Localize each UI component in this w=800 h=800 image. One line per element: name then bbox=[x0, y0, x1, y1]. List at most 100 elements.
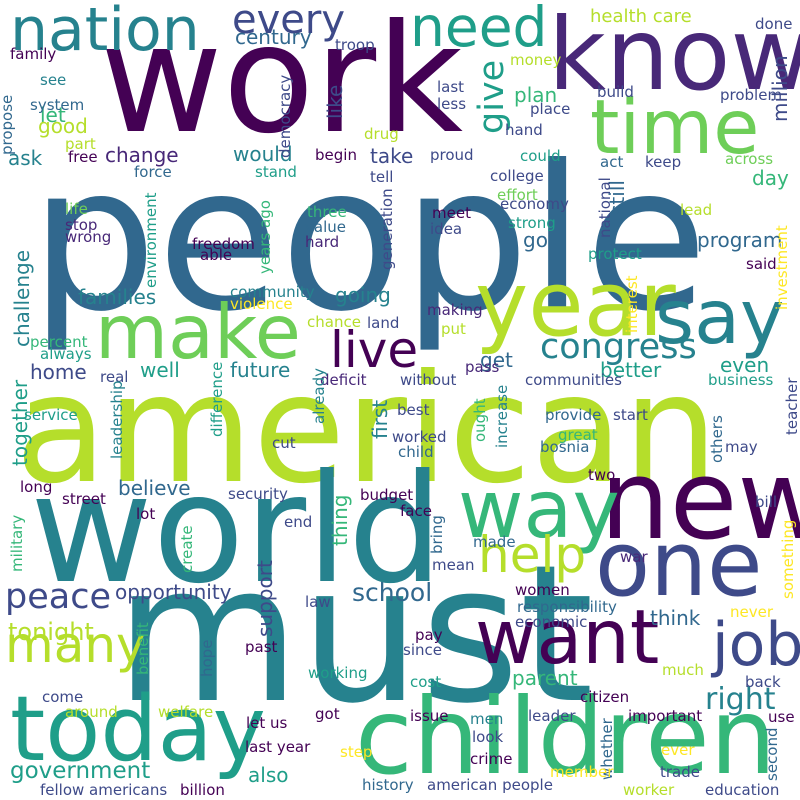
word-responsibility: responsibility bbox=[517, 598, 617, 616]
word-opportunity: opportunity bbox=[115, 580, 232, 604]
word-let: let bbox=[40, 103, 66, 127]
word-thing: thing bbox=[328, 494, 352, 546]
word-tell: tell bbox=[370, 168, 394, 186]
word-benefit: benefit bbox=[134, 622, 152, 675]
word-believe: believe bbox=[118, 476, 191, 500]
word-without: without bbox=[400, 371, 457, 389]
word-get: get bbox=[480, 348, 513, 372]
word-proud: proud bbox=[430, 146, 474, 164]
word-percent: percent bbox=[30, 333, 88, 351]
word-meet: meet bbox=[432, 204, 471, 222]
word-said: said bbox=[746, 255, 777, 273]
word-put: put bbox=[441, 320, 466, 338]
word-idea: idea bbox=[430, 220, 463, 238]
word-lead: lead bbox=[680, 201, 713, 219]
word-long: long bbox=[20, 478, 53, 496]
word-need: need bbox=[410, 0, 548, 59]
word-look: look bbox=[472, 728, 504, 746]
word-help: help bbox=[478, 526, 587, 584]
word-cost: cost bbox=[410, 673, 442, 691]
word-done: done bbox=[755, 15, 793, 33]
word-real: real bbox=[100, 368, 129, 386]
word-peace: peace bbox=[5, 577, 111, 617]
word-freedom: freedom bbox=[192, 235, 255, 253]
word-generation: generation bbox=[378, 188, 396, 270]
word-history: history bbox=[362, 776, 414, 794]
word-troop: troop bbox=[335, 36, 375, 54]
word-children: children bbox=[355, 676, 777, 798]
word-bosnia: bosnia bbox=[540, 438, 590, 456]
word-hand: hand bbox=[505, 121, 543, 139]
word-create: create bbox=[178, 525, 196, 573]
word-worker: worker bbox=[623, 781, 675, 799]
word-military: military bbox=[8, 514, 26, 572]
word-let-us: let us bbox=[246, 714, 288, 732]
word-people: people bbox=[30, 123, 708, 356]
word-school: school bbox=[352, 578, 433, 607]
word-first: first bbox=[368, 399, 392, 439]
word-start: start bbox=[613, 406, 648, 424]
word-stop: stop bbox=[65, 216, 98, 234]
word-years-ago: years ago bbox=[256, 200, 274, 274]
word-value: value bbox=[305, 218, 346, 236]
word-could: could bbox=[520, 147, 561, 165]
word-child: child bbox=[398, 443, 434, 461]
word-century: century bbox=[235, 25, 312, 49]
word-made: made bbox=[473, 533, 516, 551]
word-across: across bbox=[725, 150, 774, 168]
word-leadership: leadership bbox=[108, 380, 126, 459]
word-already: already bbox=[310, 367, 328, 424]
word-lot: lot bbox=[136, 505, 156, 523]
word-know: know bbox=[548, 0, 800, 113]
word-last: last bbox=[437, 78, 465, 96]
word-make: make bbox=[95, 288, 301, 376]
word-congress: congress bbox=[540, 327, 697, 367]
word-free: free bbox=[68, 148, 98, 166]
word-live: live bbox=[330, 321, 419, 379]
word-like: like bbox=[323, 84, 347, 119]
word-interest: interest bbox=[623, 275, 641, 333]
word-drug: drug bbox=[364, 125, 399, 143]
word-must: must bbox=[115, 524, 594, 745]
word-support: support bbox=[253, 560, 277, 637]
word-hard: hard bbox=[305, 233, 340, 251]
word-think: think bbox=[650, 606, 701, 630]
word-street: street bbox=[62, 490, 106, 508]
word-propose: propose bbox=[0, 94, 16, 155]
word-pass: pass bbox=[465, 358, 500, 376]
word-working: working bbox=[308, 664, 368, 682]
word-parent: parent bbox=[512, 666, 578, 690]
word-plan: plan bbox=[514, 83, 558, 107]
word-important: important bbox=[628, 707, 703, 725]
word-part: part bbox=[65, 135, 96, 153]
word-leader: leader bbox=[528, 707, 576, 725]
word-always: always bbox=[40, 345, 92, 363]
word-want: want bbox=[475, 593, 660, 681]
word-communities: communities bbox=[525, 371, 622, 389]
word-build: build bbox=[597, 83, 634, 101]
word-past: past bbox=[245, 638, 278, 656]
word-pay: pay bbox=[415, 626, 443, 644]
word-health-care: health care bbox=[590, 6, 692, 27]
word-war: war bbox=[620, 548, 648, 566]
word-best: best bbox=[397, 401, 430, 419]
word-american: american bbox=[15, 343, 719, 517]
word-college: college bbox=[490, 167, 544, 185]
word-better: better bbox=[600, 358, 662, 382]
word-welfare: welfare bbox=[158, 703, 214, 721]
word-citizen: citizen bbox=[580, 688, 630, 706]
word-budget: budget bbox=[360, 486, 414, 504]
word-provide: provide bbox=[545, 406, 602, 424]
word-place: place bbox=[530, 100, 571, 118]
word-economy: economy bbox=[500, 195, 569, 213]
word-end: end bbox=[284, 513, 313, 531]
word-stand: stand bbox=[255, 163, 297, 181]
word-making: making bbox=[427, 301, 483, 319]
word-world: world bbox=[30, 443, 444, 617]
word-around: around bbox=[65, 703, 118, 721]
word-go: go bbox=[523, 228, 548, 252]
word-strong: strong bbox=[508, 214, 556, 232]
word-say: say bbox=[655, 273, 785, 361]
word-law: law bbox=[305, 593, 331, 611]
